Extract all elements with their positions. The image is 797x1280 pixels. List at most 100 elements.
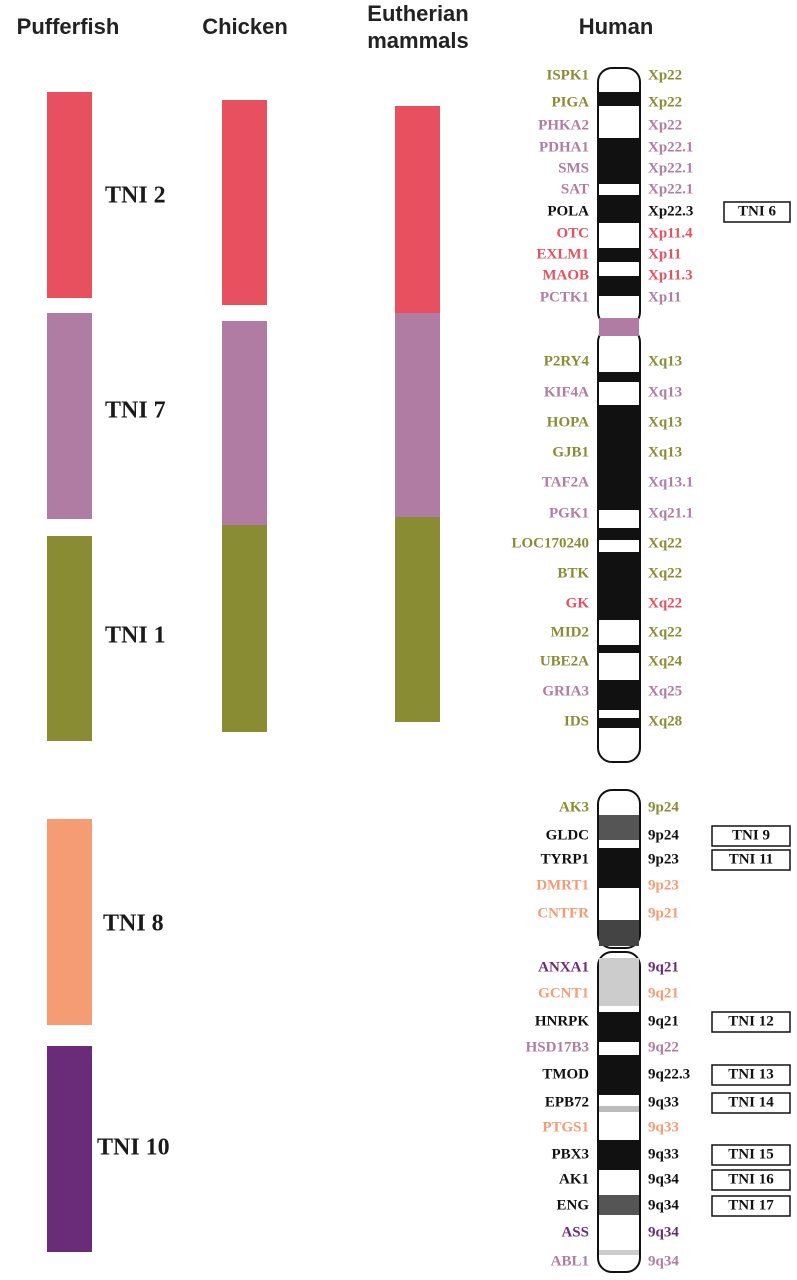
gene-band: 9p24 — [648, 799, 679, 815]
gene-name: MAOB — [542, 267, 589, 283]
gene-name: ISPK1 — [546, 67, 589, 83]
gene-band: 9q34 — [648, 1171, 679, 1187]
block — [395, 106, 440, 313]
gene-name: IDS — [564, 713, 589, 729]
gene-band: 9q21 — [648, 1013, 679, 1029]
block — [222, 525, 267, 732]
gene-band: Xq25 — [648, 683, 682, 699]
gene-name: EXLM1 — [537, 246, 590, 262]
synteny-blocks — [47, 92, 440, 1252]
gene-name: KIF4A — [544, 384, 589, 400]
gene-band: Xp11.3 — [648, 267, 693, 283]
gene-name: GLDC — [546, 827, 589, 843]
gene-band: Xq13 — [648, 353, 682, 369]
gene-name: LOC170240 — [511, 535, 589, 551]
gene-band: Xq13 — [648, 414, 682, 430]
gene-name: HNRPK — [535, 1013, 589, 1029]
gene-band: Xp22 — [648, 94, 682, 110]
gene-name: HOPA — [547, 414, 589, 430]
gene-band: Xp11 — [648, 246, 681, 262]
header: Human — [579, 14, 654, 39]
gene-band: 9q21 — [648, 985, 679, 1001]
tni-label: TNI 9 — [732, 827, 770, 843]
block-label: TNI 2 — [105, 183, 166, 209]
tni-box — [711, 1092, 791, 1114]
gene-band: 9q34 — [648, 1253, 679, 1269]
tni-box — [723, 201, 791, 223]
tni-box — [711, 825, 791, 847]
tni-box — [711, 1195, 791, 1217]
block — [395, 313, 440, 517]
block — [47, 313, 92, 519]
gene-band: 9q22.3 — [648, 1066, 690, 1082]
tni-box — [711, 849, 791, 871]
block — [47, 536, 92, 741]
gene-band: Xq22 — [648, 624, 682, 640]
block — [47, 819, 92, 1025]
gene-name: PIGA — [552, 94, 590, 110]
gene-name: AK3 — [559, 799, 589, 815]
gene-name: MID2 — [551, 624, 589, 640]
gene-band: 9q21 — [648, 959, 679, 975]
gene-band: Xq24 — [648, 653, 683, 669]
gene-name: SAT — [561, 181, 589, 197]
gene-name: POLA — [547, 203, 589, 219]
gene-name: ANXA1 — [538, 959, 589, 975]
gene-name: OTC — [556, 225, 589, 241]
gene-band: 9p23 — [648, 877, 679, 893]
gene-band: Xq13.1 — [648, 474, 693, 490]
gene-band: Xp22 — [648, 67, 682, 83]
gene-band: Xq21.1 — [648, 505, 693, 521]
block — [395, 517, 440, 722]
tni-box — [711, 1011, 791, 1033]
tni-label: TNI 13 — [728, 1066, 773, 1082]
gene-band: Xq13 — [648, 384, 682, 400]
gene-band: 9p24 — [648, 827, 679, 843]
tni-label: TNI 12 — [728, 1013, 773, 1029]
tni-label: TNI 11 — [729, 851, 774, 867]
gene-name: UBE2A — [540, 653, 589, 669]
gene-name: PTGS1 — [542, 1119, 589, 1135]
gene-band: Xq28 — [648, 713, 682, 729]
gene-name: EPB72 — [545, 1094, 589, 1110]
gene-name: ASS — [561, 1224, 589, 1240]
gene-name: GK — [566, 595, 590, 611]
tni-label: TNI 17 — [728, 1197, 774, 1213]
block-label: TNI 1 — [105, 623, 166, 649]
tni-label: TNI 6 — [738, 203, 776, 219]
gene-band: Xp11.4 — [648, 225, 693, 241]
gene-name: TYRP1 — [541, 851, 589, 867]
gene-name: CNTFR — [537, 905, 589, 921]
header: Pufferfish — [17, 14, 120, 39]
gene-band: 9p23 — [648, 851, 679, 867]
gene-band: Xp22 — [648, 117, 682, 133]
gene-band: 9p21 — [648, 905, 679, 921]
gene-band: Xp22.1 — [648, 139, 693, 155]
gene-band: 9q34 — [648, 1224, 679, 1240]
tni-label: TNI 14 — [728, 1094, 774, 1110]
gene-band: Xq13 — [648, 444, 682, 460]
gene-name: TAF2A — [542, 474, 589, 490]
gene-name: P2RY4 — [544, 353, 590, 369]
gene-name: GJB1 — [552, 444, 589, 460]
gene-band: 9q22 — [648, 1039, 679, 1055]
gene-name: PBX3 — [552, 1146, 590, 1162]
gene-name: DMRT1 — [536, 877, 589, 893]
gene-name: PGK1 — [549, 505, 589, 521]
block-label: TNI 7 — [105, 398, 166, 424]
gene-name: AK1 — [559, 1171, 589, 1187]
gene-name: BTK — [557, 565, 589, 581]
gene-name: ABL1 — [551, 1253, 589, 1269]
gene-band: Xp22.1 — [648, 181, 693, 197]
gene-band: Xp11 — [648, 289, 681, 305]
gene-band: 9q33 — [648, 1119, 679, 1135]
block — [47, 92, 92, 298]
gene-band: Xq22 — [648, 535, 682, 551]
block — [47, 1046, 92, 1252]
block-label: TNI 8 — [103, 911, 164, 937]
gene-band: Xq22 — [648, 595, 682, 611]
gene-name: PHKA2 — [538, 117, 589, 133]
gene-name: PCTK1 — [540, 289, 589, 305]
header: Eutherian — [367, 1, 468, 26]
